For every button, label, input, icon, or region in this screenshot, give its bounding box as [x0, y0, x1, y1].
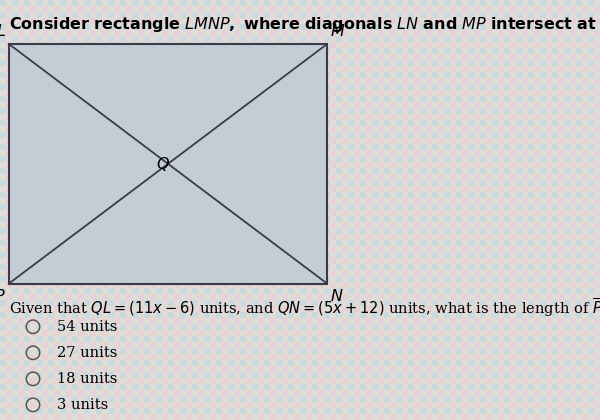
Text: Given that $QL = (11x - 6)$ units, and $QN = (5x + 12)$ units, what is the lengt: Given that $QL = (11x - 6)$ units, and $… — [9, 296, 600, 319]
Text: $\mathbf{Consider\ rectangle}\ \mathit{LMNP}\mathbf{,\ where\ diagonals}\ \mathi: $\mathbf{Consider\ rectangle}\ \mathit{L… — [9, 15, 600, 34]
Text: $Q$: $Q$ — [156, 155, 170, 173]
Text: $P$: $P$ — [0, 288, 6, 304]
Text: 3 units: 3 units — [57, 398, 108, 412]
Text: $L$: $L$ — [0, 23, 6, 40]
Text: 27 units: 27 units — [57, 346, 118, 360]
Text: 18 units: 18 units — [57, 372, 118, 386]
Text: $N$: $N$ — [330, 288, 344, 304]
Text: 54 units: 54 units — [57, 320, 118, 334]
Polygon shape — [9, 44, 327, 284]
Text: $M$: $M$ — [330, 23, 346, 40]
